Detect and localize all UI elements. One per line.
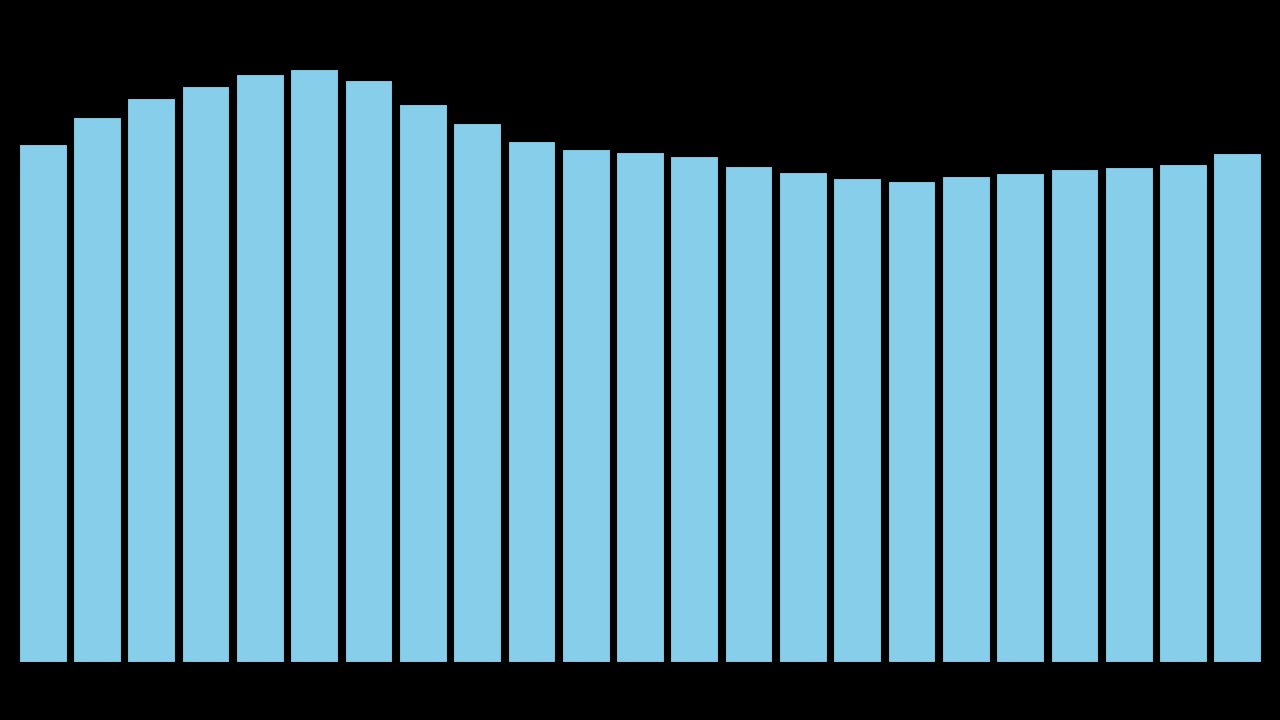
Bar — [616, 152, 664, 662]
Bar — [1105, 167, 1152, 662]
Bar — [453, 123, 500, 662]
Bar — [399, 104, 447, 662]
Bar — [887, 181, 936, 662]
Bar — [780, 171, 827, 662]
Bar — [19, 144, 67, 662]
Bar — [507, 141, 556, 662]
Bar — [291, 69, 338, 662]
Bar — [1160, 164, 1207, 662]
Bar — [671, 156, 718, 662]
Bar — [833, 178, 881, 662]
Bar — [182, 86, 229, 662]
Bar — [344, 80, 393, 662]
Bar — [1213, 153, 1261, 662]
Bar — [128, 98, 175, 662]
Bar — [724, 166, 773, 662]
Bar — [996, 173, 1044, 662]
Bar — [73, 117, 120, 662]
Bar — [562, 148, 609, 662]
Bar — [942, 176, 989, 662]
Bar — [1051, 169, 1098, 662]
Bar — [236, 74, 284, 662]
